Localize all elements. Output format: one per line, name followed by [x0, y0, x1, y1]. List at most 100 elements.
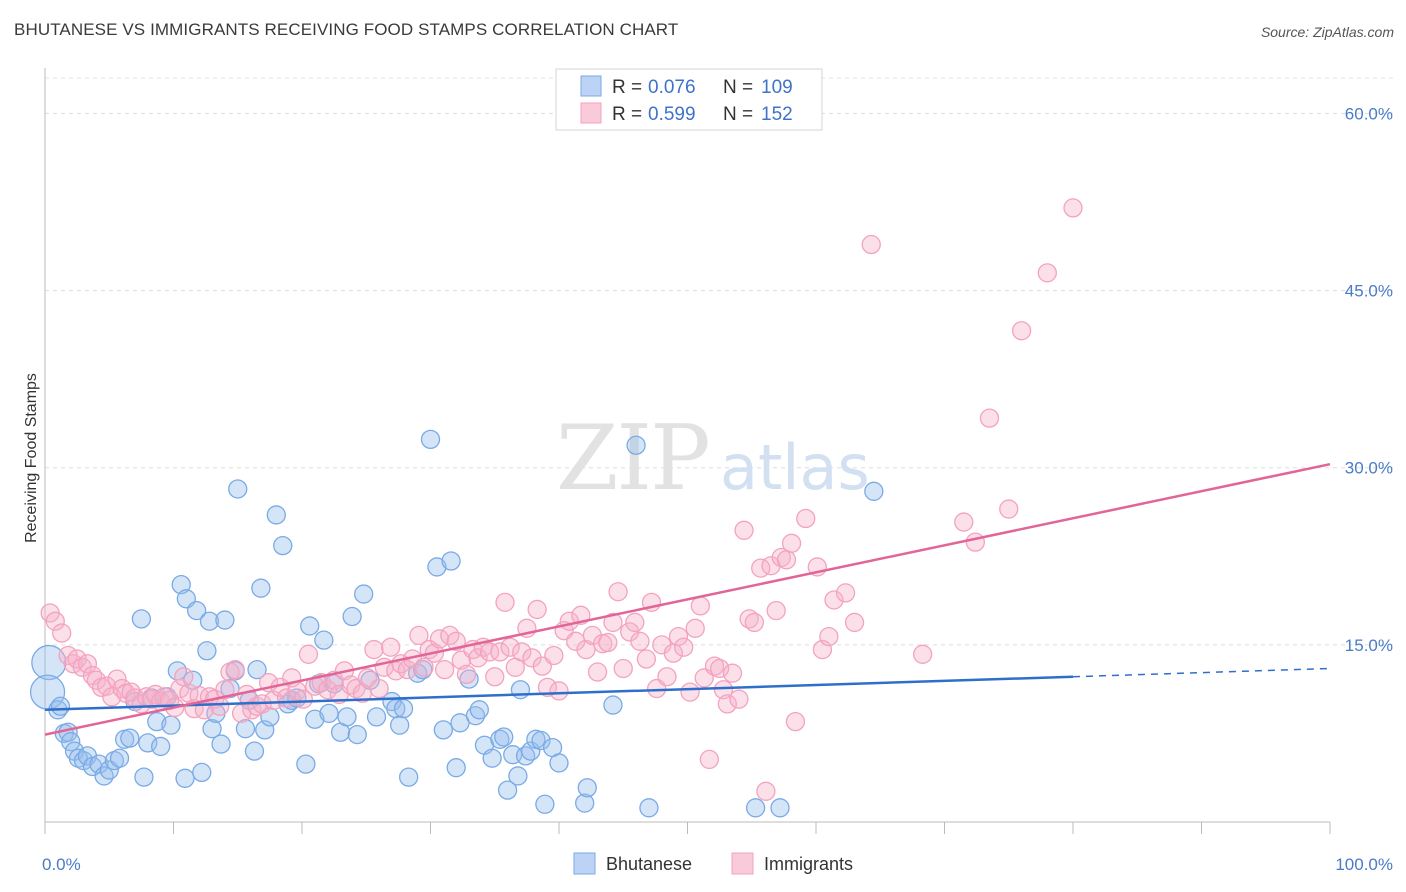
bhutanese-point-61	[319, 703, 339, 724]
immigrants-point-140	[785, 711, 806, 732]
bhutanese-point-69	[366, 707, 387, 727]
y-tick-labels: 15.0% 30.0% 45.0% 60.0%	[1345, 104, 1393, 654]
bhutanese-point-36	[199, 611, 220, 631]
immigrants-point-95	[549, 681, 569, 701]
immigrants-point-149	[913, 644, 933, 664]
bhutanese-point-21	[134, 767, 154, 787]
bhutanese-point-106	[745, 798, 766, 818]
bhutanese-point-37	[202, 719, 222, 739]
immigrants-point-102	[587, 662, 608, 682]
bhutanese-point-78	[427, 557, 447, 577]
immigrants-point-141	[796, 508, 816, 529]
immigrants-point-86	[500, 637, 520, 657]
immigrants-point-150	[954, 512, 974, 532]
x-tick-label-1: 100.0%	[1335, 855, 1393, 874]
bhutanese-point-16	[109, 748, 130, 768]
immigrants-point-152	[979, 408, 1000, 428]
y-axis-title: Receiving Food Stamps	[23, 373, 40, 543]
bhutanese-point-56	[296, 754, 316, 774]
bhutanese-point-102	[577, 778, 597, 798]
bhutanese-point-13	[94, 766, 114, 786]
immigrants-point-147	[844, 612, 865, 633]
immigrants-point-93	[537, 677, 558, 698]
immigrants-point-40	[242, 700, 262, 720]
x-tick-labels: 0.0% 100.0%	[42, 855, 1393, 874]
bhutanese-point-46	[244, 741, 265, 761]
bhutanese-point-18	[120, 728, 140, 748]
immigrants-point-85	[495, 592, 515, 612]
immigrants-point-69	[409, 625, 429, 646]
immigrants-point-148	[861, 234, 881, 255]
immigrants-point-84	[490, 642, 510, 662]
stats-legend: R = 0.076 N = 109 R = 0.599 N = 152	[555, 68, 823, 131]
y-tick-label-0: 15.0%	[1345, 636, 1393, 655]
immigrants-point-136	[766, 600, 786, 621]
legend-n-value-0: 109	[761, 77, 793, 98]
bhutanese-point-47	[247, 660, 267, 680]
immigrants-point-156	[1063, 198, 1083, 218]
immigrants-point-134	[756, 781, 776, 801]
bhutanese-point-30	[175, 768, 195, 788]
bhutanese-point-6	[61, 732, 81, 752]
bottom-legend-label-bhutanese: Bhutanese	[606, 854, 692, 874]
legend-r-label-1: R =	[612, 104, 642, 125]
immigrants-point-129	[729, 689, 749, 709]
immigrants-point-119	[680, 682, 700, 702]
bhutanese-point-12	[89, 754, 109, 774]
bhutanese-point-104	[626, 435, 646, 455]
immigrants-point-132	[744, 612, 764, 633]
bhutanese-point-34	[192, 762, 212, 783]
bottom-legend-swatch-immigrants	[731, 852, 754, 875]
immigrants-point-94	[544, 645, 564, 666]
bhutanese-point-65	[342, 606, 362, 627]
bhutanese-point-73	[393, 698, 414, 719]
immigrants-point-139	[781, 533, 802, 553]
bottom-legend-swatch-bhutanese	[573, 852, 596, 875]
immigrants-point-127	[717, 694, 737, 714]
immigrants-point-130	[734, 520, 754, 540]
gridlines	[45, 77, 1395, 646]
immigrants-point-106	[608, 582, 628, 602]
series-legend: Bhutanese Immigrants	[573, 852, 853, 875]
immigrants-point-109	[625, 612, 645, 633]
x-tick-label-0: 0.0%	[42, 855, 81, 874]
bhutanese-point-48	[251, 578, 271, 598]
bhutanese-point-29	[171, 574, 191, 595]
immigrants-point-82	[479, 642, 500, 662]
immigrants-point-155	[1037, 263, 1057, 283]
bhutanese-point-66	[347, 724, 367, 745]
bhutanese-point-81	[446, 758, 466, 778]
trend-lines	[44, 462, 1331, 736]
immigrants-point-2	[52, 623, 72, 643]
immigrants-point-107	[613, 658, 633, 679]
bhutanese-point-39	[211, 734, 231, 754]
immigrants-point-131	[739, 609, 759, 629]
axes	[44, 68, 1331, 834]
immigrants-point-76	[446, 631, 466, 651]
immigrants-point-146	[835, 583, 856, 603]
immigrants-point-62	[369, 678, 389, 699]
legend-swatch-bhutanese	[580, 75, 602, 97]
immigrants-point-144	[819, 626, 839, 647]
immigrants-point-35	[215, 680, 235, 700]
bhutanese-point-58	[305, 709, 325, 729]
immigrants-point-145	[824, 590, 844, 610]
immigrants-point-118	[673, 637, 694, 657]
bhutanese-point-57	[300, 616, 320, 636]
immigrants-trend-line	[44, 462, 1331, 736]
immigrants-point-1	[45, 611, 65, 631]
watermark-zip: ZIP	[556, 406, 709, 511]
immigrants-point-128	[722, 663, 743, 683]
legend-r-value-1: 0.599	[648, 104, 696, 125]
bhutanese-point-52	[273, 536, 293, 556]
immigrants-point-74	[434, 660, 455, 680]
bhutanese-point-24	[147, 711, 167, 732]
bhutanese-point-44	[235, 719, 256, 739]
watermark: ZIP atlas	[556, 406, 870, 511]
legend-swatch-immigrants	[580, 102, 602, 124]
legend-n-label-1: N =	[723, 104, 753, 125]
immigrants-point-80	[468, 648, 488, 668]
source-label: Source: ZipAtlas.com	[1260, 24, 1394, 40]
bhutanese-point-103	[603, 695, 623, 715]
immigrants-point-53	[318, 680, 338, 700]
